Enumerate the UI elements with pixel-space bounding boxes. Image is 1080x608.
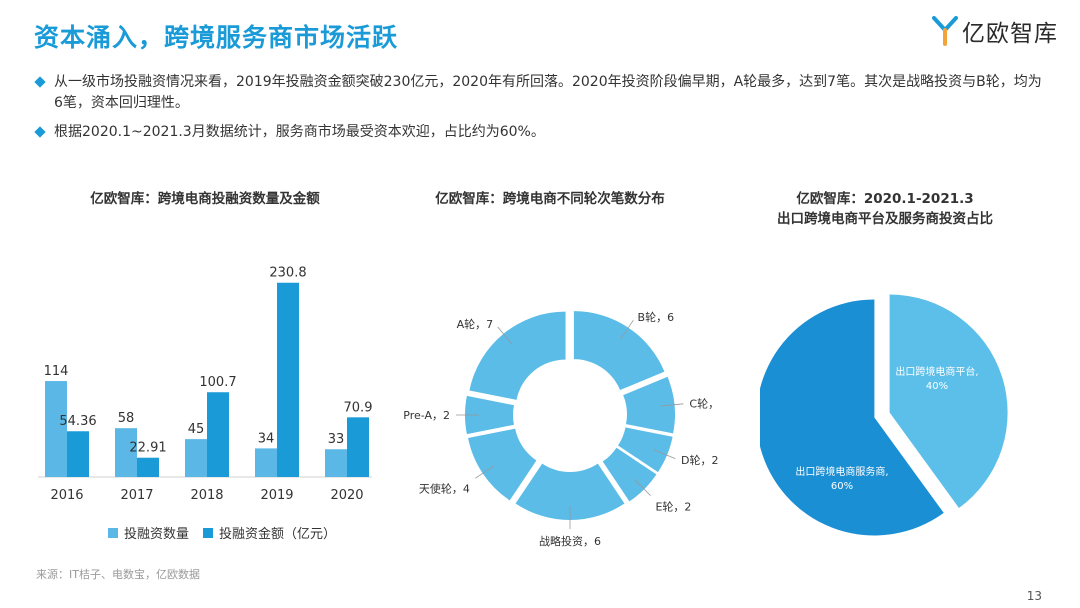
bar-amount	[67, 431, 89, 477]
bar-count-label: 114	[44, 364, 69, 379]
x-tick-label: 2016	[50, 488, 83, 503]
donut-chart-title: 亿欧智库：跨境电商不同轮次笔数分布	[390, 189, 710, 209]
bar-amount	[207, 392, 229, 477]
bar-chart: 114 54.36 2016 58 22.91 2017 45 100.7 2018 34 230.…	[0, 0, 380, 520]
logo-icon	[932, 16, 958, 46]
bar-amount-label: 100.7	[199, 375, 236, 390]
page-number: 13	[1027, 589, 1042, 603]
pie-chart-title-line: 出口跨境电商平台及服务商投资占比	[730, 209, 1040, 229]
x-tick-label: 2017	[120, 488, 153, 503]
bar-amount-label: 230.8	[269, 266, 306, 281]
legend-swatch	[108, 528, 118, 538]
legend-label: 投融资数量	[124, 523, 189, 542]
donut-slice-label: A轮，7	[457, 317, 494, 331]
x-tick-label: 2019	[260, 488, 293, 503]
pie-chart-title-line: 亿欧智库：2020.1-2021.3	[730, 189, 1040, 209]
donut-slice-label: 天使轮，4	[419, 482, 470, 496]
bar-count	[325, 449, 347, 477]
bar-count-label: 34	[258, 431, 275, 446]
pie-slice-label: 出口跨境电商平台,	[895, 365, 978, 378]
source-note: 来源：IT桔子、电数宝，亿欧数据	[36, 566, 200, 582]
donut-chart: B轮，6 C轮，3 D轮，2 E轮，2 战略投资，6 天使轮，4 Pre-A，2 A轮，7	[380, 260, 720, 590]
logo: 亿欧智库	[932, 14, 1058, 48]
donut-slice-label: Pre-A，2	[403, 409, 450, 422]
bar-count-label: 58	[118, 411, 135, 426]
pie-slice-label: 60%	[831, 481, 853, 492]
x-tick-label: 2018	[190, 488, 223, 503]
donut-slice-label: B轮，6	[638, 310, 675, 324]
x-tick-label: 2020	[330, 488, 363, 503]
donut-slice-label: C轮，3	[689, 396, 720, 410]
bar-amount-label: 70.9	[344, 400, 373, 415]
bar-count	[185, 439, 207, 477]
pie-slice-label: 40%	[926, 381, 948, 392]
pie-chart: 出口跨境电商平台, 40% 出口跨境电商服务商, 60%	[760, 290, 1040, 550]
donut-slice-label: E轮，2	[655, 499, 691, 513]
legend-item: 投融资数量	[108, 523, 189, 542]
bar-chart-legend: 投融资数量 投融资金额（亿元）	[108, 523, 350, 542]
bar-count-label: 33	[328, 432, 345, 447]
bar-count	[255, 448, 277, 477]
bar-amount	[137, 458, 159, 477]
logo-text: 亿欧智库	[962, 14, 1058, 48]
pie-slice-label: 出口跨境电商服务商,	[795, 465, 888, 478]
donut-slice-label: D轮，2	[681, 453, 718, 467]
bar-count-label: 45	[188, 422, 205, 437]
legend-label: 投融资金额（亿元）	[219, 523, 336, 542]
legend-item: 投融资金额（亿元）	[203, 523, 336, 542]
legend-swatch	[203, 528, 213, 538]
bar-amount-label: 22.91	[129, 441, 166, 456]
pie-chart-title: 亿欧智库：2020.1-2021.3 出口跨境电商平台及服务商投资占比	[730, 189, 1040, 229]
donut-slice-label: 战略投资，6	[539, 534, 601, 548]
bar-amount	[347, 417, 369, 477]
bar-amount-label: 54.36	[59, 414, 96, 429]
bar-amount	[277, 283, 299, 477]
